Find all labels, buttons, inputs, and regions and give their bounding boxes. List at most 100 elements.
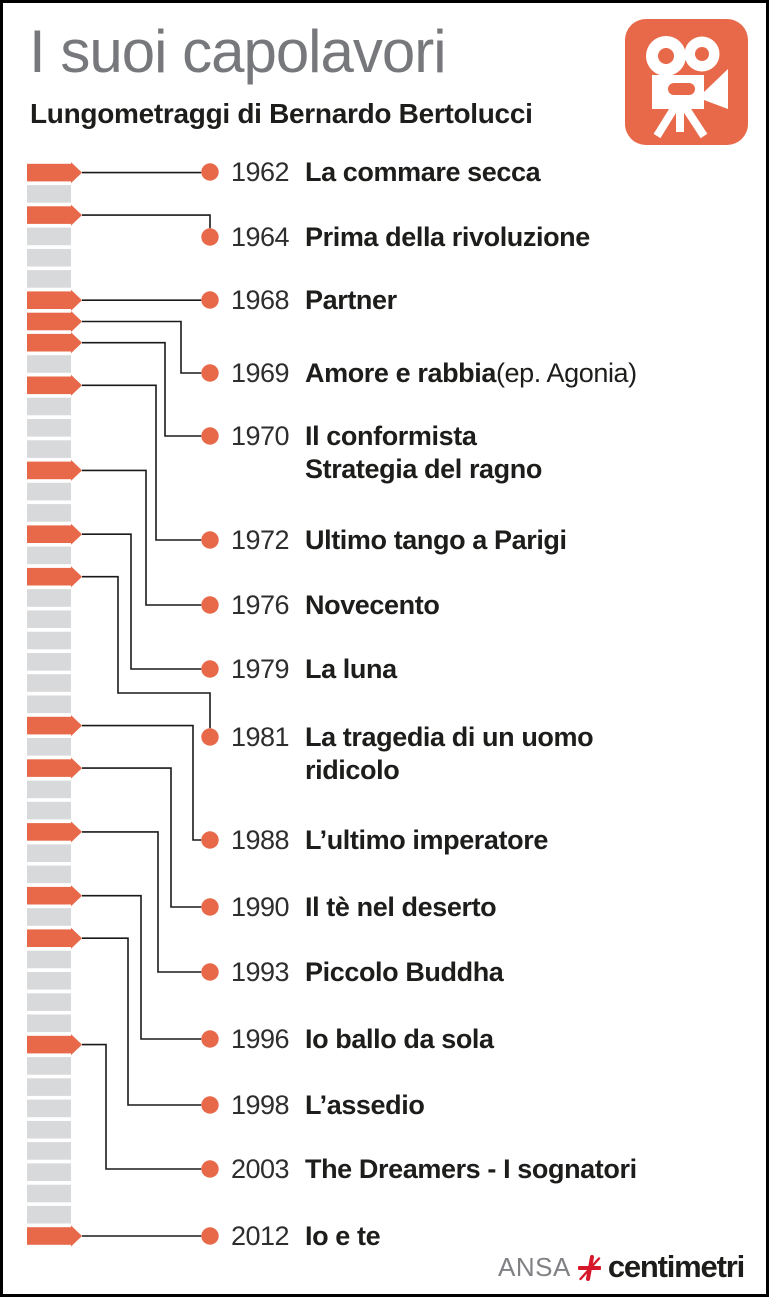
- film-year: 1981: [231, 721, 290, 752]
- brand-label: centimetri: [607, 1249, 745, 1284]
- film-title-note: (ep. Agonia): [495, 357, 637, 388]
- year-segment: [27, 185, 71, 203]
- film-year: 1998: [231, 1089, 290, 1120]
- year-segment: [27, 801, 71, 820]
- year-segment: [27, 1014, 71, 1033]
- film-year: 1996: [231, 1023, 290, 1054]
- year-segment: [27, 844, 71, 862]
- year-segment: [27, 461, 71, 480]
- film-row: 1993 Piccolo Buddha: [231, 956, 504, 989]
- credits: ANSA centimetri: [498, 1249, 745, 1285]
- film-title: L’ultimo imperatore: [305, 824, 548, 855]
- year-segment: [27, 1099, 71, 1118]
- year-segment: [27, 886, 71, 905]
- film-row: 2003 The Dreamers - I sognatori: [231, 1153, 637, 1186]
- year-segment: [27, 759, 71, 777]
- year-arrow-icon: [71, 289, 82, 311]
- year-arrow-icon: [71, 204, 82, 226]
- film-title: Il conformista Strategia del ragno: [305, 420, 542, 484]
- year-segment: [27, 1078, 71, 1096]
- year-segment: [27, 355, 71, 373]
- year-arrow-icon: [71, 1034, 82, 1056]
- film-title: The Dreamers - I sognatori: [305, 1153, 637, 1184]
- year-segment: [27, 567, 71, 586]
- year-arrow-icon: [71, 162, 82, 184]
- connector-line: [82, 937, 202, 1106]
- year-segment: [27, 993, 71, 1011]
- film-year: 1976: [231, 589, 290, 620]
- year-segment: [27, 270, 71, 288]
- year-arrow-icon: [71, 311, 82, 332]
- year-segment: [27, 674, 71, 692]
- film-row: 1972 Ultimo tango a Parigi: [231, 524, 567, 557]
- film-year: 1990: [231, 891, 290, 922]
- year-arrow-icon: [71, 927, 82, 949]
- year-segment: [27, 865, 71, 884]
- film-year: 1979: [231, 653, 290, 684]
- film-title: La tragedia di un uomo ridicolo: [305, 721, 594, 785]
- year-segment: [27, 227, 71, 246]
- year-segment: [27, 950, 71, 969]
- year-segment: [27, 312, 71, 331]
- film-year: 2012: [231, 1220, 290, 1251]
- page-subtitle: Lungometraggi di Bernardo Bertolucci: [30, 98, 533, 129]
- year-segment: [27, 653, 71, 671]
- callout-dot: [201, 163, 219, 181]
- movie-camera-badge: [625, 19, 748, 150]
- film-row: 1962 La commare secca: [231, 156, 541, 189]
- year-segment: [27, 908, 71, 926]
- connector-line: [82, 469, 202, 606]
- year-segment: [27, 546, 71, 565]
- connector-line: [82, 894, 202, 1040]
- year-arrow-icon: [71, 459, 82, 481]
- year-arrow-icon: [71, 757, 82, 779]
- callout-dot: [201, 831, 219, 849]
- callout-dot: [201, 596, 219, 614]
- film-title: L’assedio: [305, 1089, 425, 1120]
- year-segment: [27, 610, 71, 628]
- callout-dot: [201, 291, 219, 309]
- film-year: 1969: [231, 357, 290, 388]
- film-row: 2012 Io e te: [231, 1220, 381, 1253]
- callout-dot: [201, 1096, 219, 1114]
- connector-line: [82, 320, 202, 374]
- connector-line: [82, 533, 202, 670]
- film-row: 1968 Partner: [231, 284, 397, 317]
- callout-dot: [201, 1030, 219, 1048]
- year-arrow-icon: [71, 523, 82, 545]
- year-segment: [27, 1163, 71, 1181]
- year-segment: [27, 1184, 71, 1203]
- film-title: La commare secca: [305, 156, 541, 187]
- callout-dot: [201, 898, 219, 916]
- film-year: 1972: [231, 524, 290, 555]
- year-segment: [27, 1035, 71, 1054]
- year-arrow-icon: [71, 1225, 82, 1247]
- connector-line: [82, 767, 202, 908]
- film-row: 1976 Novecento: [231, 589, 440, 622]
- connector-line: [82, 214, 211, 229]
- film-title: Io ballo da sola: [305, 1023, 494, 1054]
- film-title: Il tè nel deserto: [305, 891, 497, 922]
- year-segment: [27, 738, 71, 756]
- year-arrow-icon: [71, 885, 82, 907]
- centimetri-plus-icon: [577, 1254, 601, 1281]
- year-segment: [27, 1142, 71, 1160]
- film-year: 2003: [231, 1153, 290, 1184]
- callout-dot: [201, 728, 219, 746]
- year-segment: [27, 589, 71, 607]
- year-segment: [27, 1057, 71, 1075]
- year-segment: [27, 1120, 71, 1139]
- callout-dot: [201, 531, 219, 549]
- year-segment: [27, 419, 71, 437]
- year-segment: [27, 1227, 71, 1245]
- film-row: 1970 Il conformista Strategia del ragno: [231, 420, 542, 486]
- year-segment: [27, 716, 71, 735]
- connector-line: [82, 1043, 202, 1170]
- film-title: Piccolo Buddha: [305, 956, 504, 987]
- film-year: 1988: [231, 824, 290, 855]
- film-title: Ultimo tango a Parigi: [305, 524, 567, 555]
- callout-dot: [201, 963, 219, 981]
- connector-line: [82, 575, 211, 729]
- film-row: 1969 Amore e rabbia (ep. Agonia): [231, 357, 637, 390]
